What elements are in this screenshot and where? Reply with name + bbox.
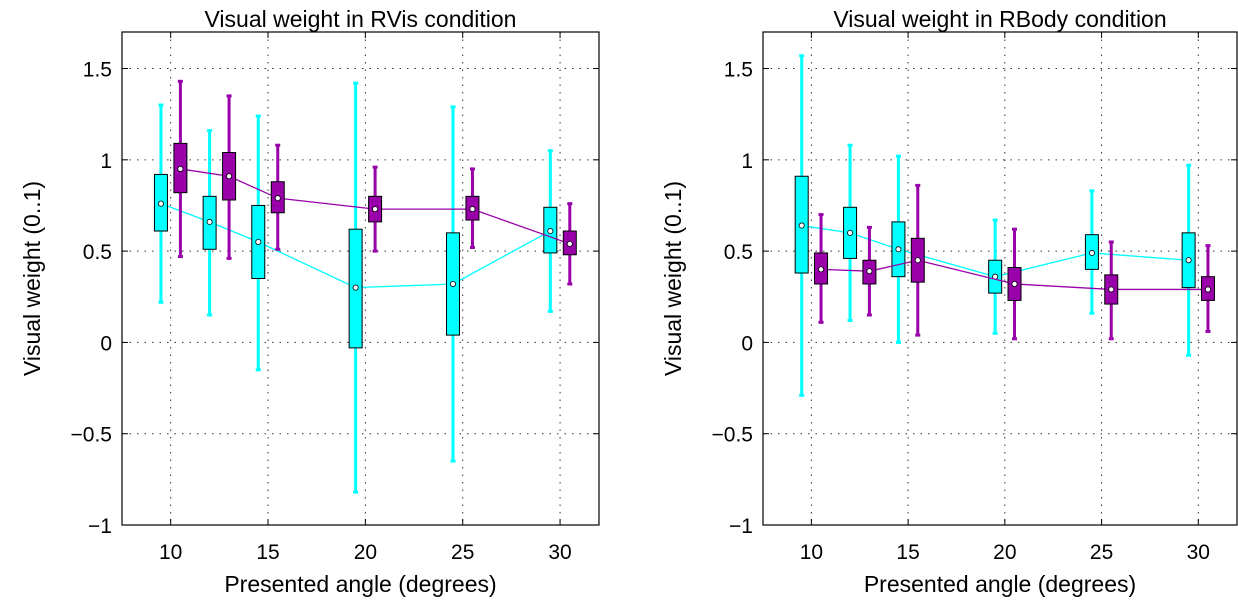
- box-plot: [891, 154, 906, 344]
- box-plot: [1007, 227, 1022, 341]
- median-marker: [866, 268, 873, 275]
- y-tick-label: 1.5: [724, 59, 753, 82]
- chart-marks: [794, 54, 1215, 397]
- median-marker: [352, 284, 359, 291]
- box-plot: [543, 149, 558, 313]
- box-plot: [270, 143, 285, 251]
- median-marker: [818, 266, 825, 273]
- box-plot: [1181, 163, 1196, 357]
- median-marker: [177, 165, 184, 172]
- x-tick-label: 30: [1187, 541, 1210, 564]
- chart-title: Visual weight in RVis condition: [205, 6, 517, 32]
- median-marker: [274, 195, 281, 202]
- chart-marks: [153, 79, 577, 494]
- box-plot: [562, 202, 577, 286]
- y-tick-label: 0.5: [724, 241, 753, 264]
- y-tick-label: −0.5: [712, 424, 753, 447]
- median-marker: [372, 206, 379, 213]
- y-tick-label: −1: [729, 515, 753, 538]
- x-axis-label: Presented angle (degrees): [224, 571, 496, 597]
- median-trend-line: [821, 259, 1208, 291]
- x-tick-label: 10: [159, 541, 182, 564]
- y-tick-label: 0: [741, 332, 753, 355]
- x-tick-label: 15: [896, 541, 919, 564]
- x-tick-label: 25: [451, 541, 474, 564]
- y-tick-label: 0: [100, 332, 112, 355]
- median-marker: [157, 200, 164, 207]
- box-plot: [202, 129, 217, 317]
- box-plot: [862, 225, 877, 317]
- median-marker: [895, 246, 902, 253]
- median-marker: [469, 206, 476, 213]
- box-plot: [173, 79, 188, 259]
- median-marker: [1088, 249, 1095, 256]
- median-marker: [566, 240, 573, 247]
- box-plot: [1200, 244, 1215, 333]
- chart-title: Visual weight in RBody condition: [833, 6, 1166, 32]
- chart-panel-rvis: 10 15 20 25 30 −1 −0.5 0 0.5 1 1.5 Visual weight i…: [19, 6, 600, 597]
- y-tick-label: 1: [100, 150, 112, 173]
- box-plot: [794, 54, 809, 397]
- axis-ticks: 10 15 20 25 30 −1 −0.5 0 0.5 1 1.5: [71, 32, 599, 564]
- x-tick-label: 20: [354, 541, 377, 564]
- median-marker: [449, 280, 456, 287]
- y-tick-label: 1: [741, 150, 753, 173]
- median-marker: [1011, 280, 1018, 287]
- median-marker: [914, 257, 921, 264]
- box-plot: [445, 105, 460, 463]
- box-plot: [1084, 189, 1099, 315]
- axes-frame: [121, 31, 600, 526]
- median-trend-line: [180, 168, 571, 245]
- box-plot: [910, 183, 925, 337]
- median-marker: [226, 173, 233, 180]
- x-tick-label: 20: [993, 541, 1016, 564]
- y-tick-label: 0.5: [83, 241, 112, 264]
- x-tick-label: 10: [800, 541, 823, 564]
- median-trend-line: [160, 203, 551, 289]
- box-plot: [814, 213, 829, 324]
- box-plot: [368, 165, 383, 253]
- box-plot: [222, 94, 237, 260]
- median-marker: [206, 218, 213, 225]
- y-tick-label: −0.5: [71, 424, 112, 447]
- box-plot: [153, 103, 168, 304]
- box-plot: [988, 218, 1003, 335]
- median-marker: [255, 238, 262, 245]
- box-plot: [465, 167, 480, 249]
- y-tick-label: −1: [88, 515, 112, 538]
- median-marker: [798, 222, 805, 229]
- x-axis-label: Presented angle (degrees): [864, 571, 1136, 597]
- chart-panel-rbody: 10 15 20 25 30 −1 −0.5 0 0.5 1 1.5 Visual weight i…: [660, 6, 1238, 597]
- x-tick-label: 25: [1090, 541, 1113, 564]
- y-axis-label: Visual weight (0..1): [660, 181, 686, 376]
- y-axis-label: Visual weight (0..1): [19, 181, 45, 376]
- median-marker: [847, 229, 854, 236]
- median-marker: [547, 228, 554, 235]
- box-plot: [251, 114, 266, 372]
- median-trend-line: [801, 224, 1189, 278]
- median-marker: [1185, 257, 1192, 264]
- axes-frame: [762, 31, 1238, 526]
- box-plot: [348, 81, 363, 494]
- x-tick-label: 30: [548, 541, 571, 564]
- axis-ticks: 10 15 20 25 30 −1 −0.5 0 0.5 1 1.5: [712, 32, 1237, 564]
- x-tick-label: 15: [256, 541, 279, 564]
- y-tick-label: 1.5: [83, 59, 112, 82]
- median-marker: [1204, 286, 1211, 293]
- box-plot: [843, 143, 858, 322]
- median-marker: [1108, 286, 1115, 293]
- box-plot: [1104, 240, 1119, 341]
